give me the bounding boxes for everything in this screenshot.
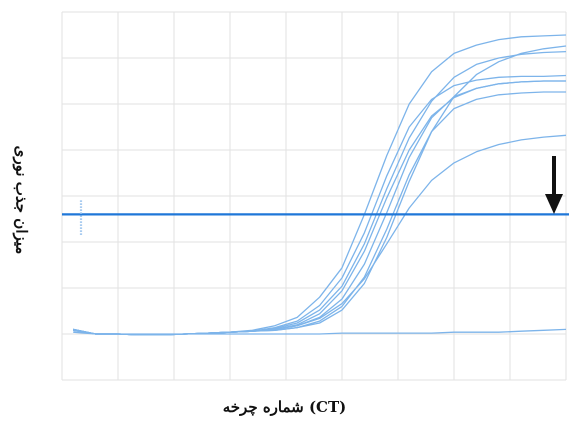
y-axis-label-box: میزان جذب نوری <box>8 130 34 270</box>
series-group <box>73 34 567 336</box>
series-line-2 <box>73 74 567 336</box>
annotation-group <box>545 156 563 214</box>
y-axis-label: میزان جذب نوری <box>12 145 31 255</box>
series-line-1 <box>73 34 567 336</box>
x-axis-label: شماره چرخه (CT) <box>222 398 347 416</box>
series-line-7 <box>73 45 567 336</box>
threshold-group <box>62 200 569 237</box>
series-line-8 <box>73 134 567 336</box>
arrow-head <box>545 194 563 214</box>
series-line-3 <box>73 50 567 336</box>
series-line-9 <box>73 328 567 335</box>
